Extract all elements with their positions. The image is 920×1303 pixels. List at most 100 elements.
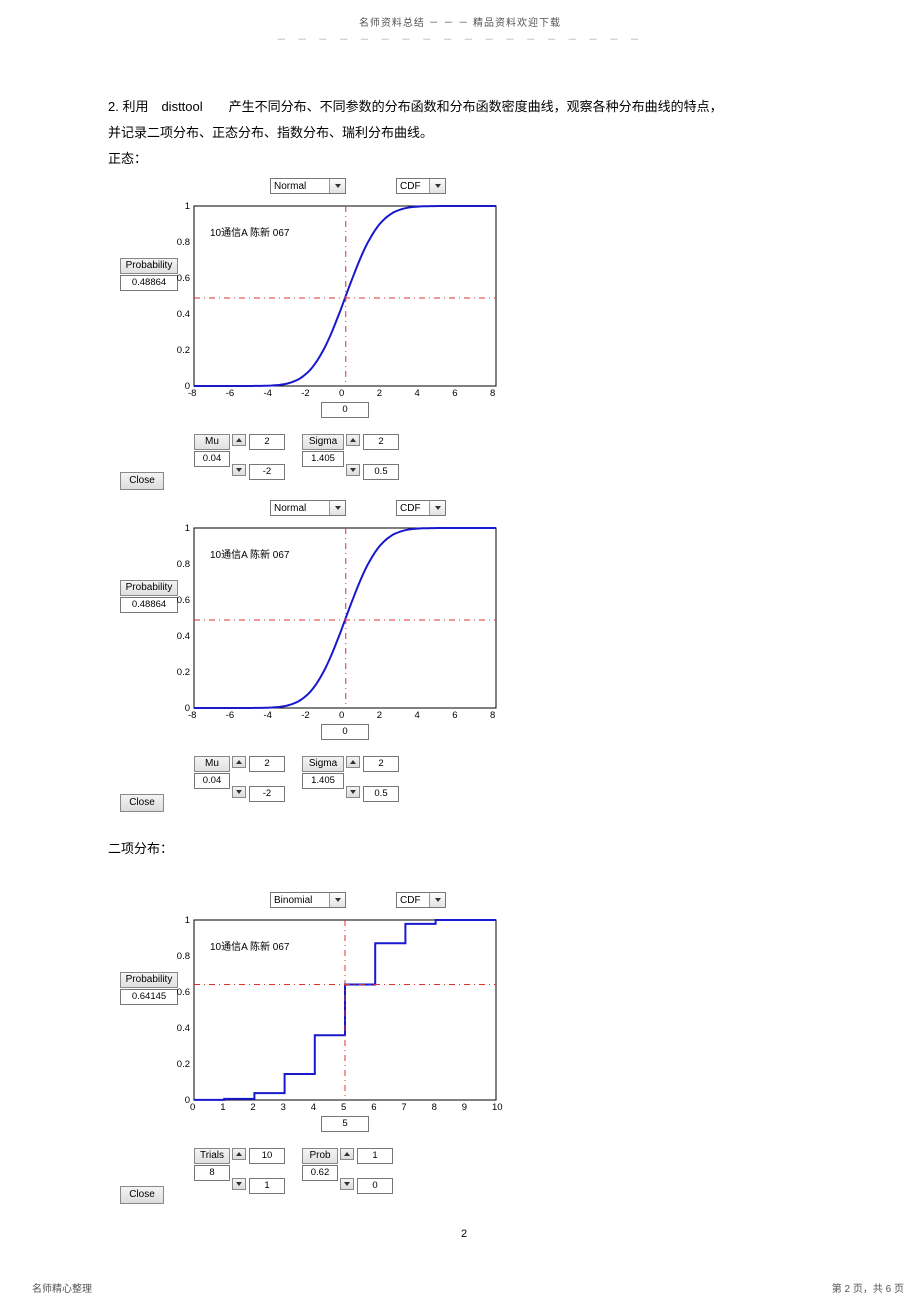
sigma-lower[interactable]: 0.5 <box>363 786 399 802</box>
sigma-spin-down[interactable] <box>346 786 360 798</box>
paragraph-2: 并记录二项分布、正态分布、指数分布、瑞利分布曲线。 <box>108 122 820 144</box>
normal-cdf-plot <box>116 176 509 416</box>
x-tick: 0 <box>339 388 344 399</box>
x-tick: 0 <box>339 710 344 721</box>
page-header: 名师资料总结 － － － 精品资料欢迎下载 － － － － － － － － － … <box>0 0 920 46</box>
sigma-value[interactable]: 1.405 <box>302 451 344 467</box>
paragraph-4: 二项分布： <box>108 838 820 860</box>
sigma-spin-up[interactable] <box>346 756 360 768</box>
x-value-input[interactable]: 0 <box>321 402 369 418</box>
trials-lower[interactable]: 1 <box>249 1178 285 1194</box>
y-tick: 0.2 <box>176 345 190 356</box>
y-tick: 0.8 <box>176 237 190 248</box>
paragraph-1: 2. 利用 disttool 产生不同分布、不同参数的分布函数和分布函数密度曲线… <box>108 96 820 118</box>
sigma-value[interactable]: 1.405 <box>302 773 344 789</box>
footer-left: 名师精心整理 <box>32 1280 92 1295</box>
x-tick: 4 <box>415 710 420 721</box>
x-tick: -4 <box>264 710 272 721</box>
sigma-spin-up[interactable] <box>346 434 360 446</box>
prob-label: Prob <box>302 1148 338 1164</box>
mu-spin-up[interactable] <box>232 434 246 446</box>
trials-label: Trials <box>194 1148 230 1164</box>
x-tick: 5 <box>341 1102 346 1113</box>
prob-lower[interactable]: 0 <box>357 1178 393 1194</box>
normal-panels: NormalCDFProbability0.48864Close 00.20.4… <box>108 176 820 816</box>
close-button[interactable]: Close <box>120 1186 164 1204</box>
trials-value[interactable]: 8 <box>194 1165 230 1181</box>
mu-upper[interactable]: 2 <box>249 756 285 772</box>
sigma-label: Sigma <box>302 756 344 772</box>
close-button[interactable]: Close <box>120 472 164 490</box>
header-line1: 名师资料总结 － － － 精品资料欢迎下载 <box>0 14 920 29</box>
x-value-input[interactable]: 0 <box>321 724 369 740</box>
paragraph-3: 正态： <box>108 148 820 170</box>
x-tick: 2 <box>250 1102 255 1113</box>
header-dots: － － － － － － － － － － － － － － － － － － <box>0 31 920 46</box>
x-tick: 8 <box>490 710 495 721</box>
x-tick: -2 <box>301 388 309 399</box>
y-tick: 0.4 <box>176 1023 190 1034</box>
mu-label: Mu <box>194 434 230 450</box>
x-value-input[interactable]: 5 <box>321 1116 369 1132</box>
y-tick: 0.2 <box>176 1059 190 1070</box>
mu-lower[interactable]: -2 <box>249 464 285 480</box>
mu-spin-down[interactable] <box>232 786 246 798</box>
y-tick: 1 <box>176 201 190 212</box>
x-tick: -8 <box>188 388 196 399</box>
x-tick: 8 <box>490 388 495 399</box>
mu-spin-up[interactable] <box>232 756 246 768</box>
y-tick: 1 <box>176 523 190 534</box>
x-tick: -2 <box>301 710 309 721</box>
page-number: 2 <box>108 1228 820 1240</box>
x-tick: -6 <box>226 388 234 399</box>
x-tick: 6 <box>452 710 457 721</box>
binomial-panels: BinomialCDFProbability0.64145Close 00.20… <box>108 890 820 1208</box>
trials-upper[interactable]: 10 <box>249 1148 285 1164</box>
x-tick: 2 <box>377 388 382 399</box>
mu-label: Mu <box>194 756 230 772</box>
plot-annotation: 10通信A 陈新 067 <box>210 938 289 953</box>
prob-spin-up[interactable] <box>340 1148 354 1160</box>
x-tick: -8 <box>188 710 196 721</box>
content-area: 2. 利用 disttool 产生不同分布、不同参数的分布函数和分布函数密度曲线… <box>0 46 920 1250</box>
prob-upper[interactable]: 1 <box>357 1148 393 1164</box>
footer-right: 第 2 页，共 6 页 <box>832 1280 904 1295</box>
x-tick: 1 <box>220 1102 225 1113</box>
binomial-cdf-plot <box>116 890 509 1130</box>
x-tick: 7 <box>401 1102 406 1113</box>
y-tick: 0.4 <box>176 309 190 320</box>
x-tick: -4 <box>264 388 272 399</box>
x-tick: 0 <box>190 1102 195 1113</box>
plot-annotation: 10通信A 陈新 067 <box>210 546 289 561</box>
sigma-upper[interactable]: 2 <box>363 756 399 772</box>
mu-upper[interactable]: 2 <box>249 434 285 450</box>
x-tick: 8 <box>432 1102 437 1113</box>
sigma-label: Sigma <box>302 434 344 450</box>
y-tick: 0.6 <box>176 987 190 998</box>
x-tick: 4 <box>415 388 420 399</box>
trials-spin-up[interactable] <box>232 1148 246 1160</box>
mu-value[interactable]: 0.04 <box>194 773 230 789</box>
disttool-binomial: BinomialCDFProbability0.64145Close 00.20… <box>116 890 509 1208</box>
y-tick: 0.2 <box>176 667 190 678</box>
x-tick: 10 <box>492 1102 503 1113</box>
y-tick: 1 <box>176 915 190 926</box>
y-tick: 0.6 <box>176 273 190 284</box>
sigma-upper[interactable]: 2 <box>363 434 399 450</box>
mu-lower[interactable]: -2 <box>249 786 285 802</box>
sigma-spin-down[interactable] <box>346 464 360 476</box>
plot-annotation: 10通信A 陈新 067 <box>210 224 289 239</box>
mu-value[interactable]: 0.04 <box>194 451 230 467</box>
x-tick: 9 <box>462 1102 467 1113</box>
mu-spin-down[interactable] <box>232 464 246 476</box>
prob-value-param[interactable]: 0.62 <box>302 1165 338 1181</box>
sigma-lower[interactable]: 0.5 <box>363 464 399 480</box>
close-button[interactable]: Close <box>120 794 164 812</box>
x-tick: 6 <box>371 1102 376 1113</box>
prob-spin-down[interactable] <box>340 1178 354 1190</box>
x-tick: -6 <box>226 710 234 721</box>
trials-spin-down[interactable] <box>232 1178 246 1190</box>
page-footer: 名师精心整理 第 2 页，共 6 页 <box>0 1250 920 1303</box>
y-tick: 0 <box>176 1095 190 1106</box>
normal-cdf-plot <box>116 498 509 738</box>
